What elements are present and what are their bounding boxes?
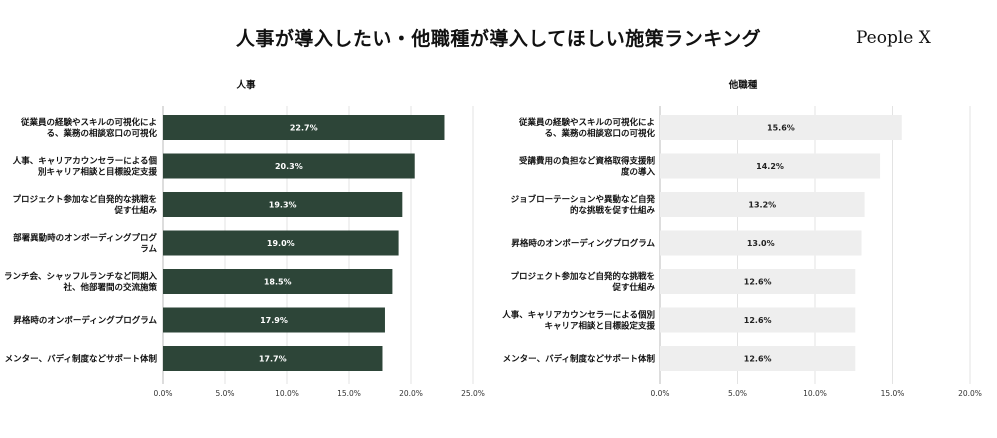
right-category-label: 従業員の経験やスキルの可視化によ xyxy=(518,117,655,128)
right-x-tick-label: 15.0% xyxy=(881,389,905,398)
left-bar xyxy=(163,230,399,256)
left-x-tick-label: 20.0% xyxy=(399,389,423,398)
right-category-label: る、業務の相談窓口の可視化 xyxy=(544,128,655,139)
left-bar xyxy=(163,115,445,140)
left-category-label: メンター、バディ制度などサポート体制 xyxy=(5,354,158,365)
right-bar-value-label: 13.2% xyxy=(748,201,776,210)
right-category-label: 促す仕組み xyxy=(611,282,655,293)
left-bar xyxy=(163,346,383,371)
left-bar xyxy=(163,269,393,294)
left-x-tick-label: 15.0% xyxy=(337,389,361,398)
right-bar xyxy=(660,153,881,179)
left-x-tick-label: 10.0% xyxy=(275,389,299,398)
right-bar-value-label: 12.6% xyxy=(744,316,772,325)
right-bar xyxy=(660,115,902,140)
left-bar-value-label: 19.0% xyxy=(267,239,295,248)
right-bar-value-label: 13.0% xyxy=(747,239,775,248)
right-bar xyxy=(660,230,862,256)
right-bar-value-label: 15.6% xyxy=(767,124,795,133)
right-category-label: プロジェクト参加など自発的な挑戦を xyxy=(510,271,655,282)
left-category-label: 人事、キャリアカウンセラーによる個 xyxy=(13,156,158,167)
left-bar-value-label: 20.3% xyxy=(275,162,303,171)
left-category-label: 促す仕組み xyxy=(113,205,157,216)
left-x-tick-label: 25.0% xyxy=(461,389,485,398)
right-x-tick-label: 5.0% xyxy=(728,389,747,398)
left-x-tick-label: 5.0% xyxy=(215,389,234,398)
right-bar-value-label: 14.2% xyxy=(756,162,784,171)
right-category-label: 人事、キャリアカウンセラーによる個別 xyxy=(502,310,655,321)
left-bar xyxy=(163,307,385,333)
left-category-label: 部署異動時のオンボーディングプログ xyxy=(13,233,157,244)
left-bar-value-label: 18.5% xyxy=(264,278,292,287)
left-category-label: 別キャリア相談と目標設定支援 xyxy=(37,167,158,178)
left-bar xyxy=(163,192,403,217)
left-category-label: ランチ会、シャッフルランチなど同期入 xyxy=(4,271,158,282)
right-chart: 他職種 0.0% 5.0% 10.0% 15.0% 20.0% 15.6% 従業員の経験やスキ… xyxy=(502,79,982,398)
right-bar-value-label: 12.6% xyxy=(744,355,772,364)
left-category-label: 昇格時のオンボーディングプログラム xyxy=(13,315,157,326)
right-bar xyxy=(660,192,865,217)
right-x-tick-label: 0.0% xyxy=(650,389,669,398)
right-category-label: 昇格時のオンボーディングプログラム xyxy=(511,238,655,249)
right-category-label: 的な挑戦を促す仕組み xyxy=(570,205,656,216)
right-x-tick-label: 10.0% xyxy=(803,389,827,398)
left-category-label: プロジェクト参加など自発的な挑戦を xyxy=(12,194,157,205)
right-category-label: メンター、バディ制度などサポート体制 xyxy=(503,354,656,365)
right-bar xyxy=(660,346,856,371)
left-chart: 人事 0.0% 5.0% 10.0% 15.0% 20.0% 25.0% 22.7% 従業員の経… xyxy=(4,79,485,398)
left-category-label: ラム xyxy=(140,245,157,255)
right-bar-value-label: 12.6% xyxy=(744,278,772,287)
right-bar xyxy=(660,269,856,294)
left-x-tick-label: 0.0% xyxy=(153,389,172,398)
right-chart-subtitle: 他職種 xyxy=(728,79,758,91)
left-bar-value-label: 17.9% xyxy=(260,316,288,325)
left-chart-subtitle: 人事 xyxy=(236,79,256,91)
left-category-label: る、業務の相談窓口の可視化 xyxy=(46,128,157,139)
left-category-label: 社、他部署間の交流施策 xyxy=(62,282,157,293)
left-bar xyxy=(163,153,415,179)
right-bar xyxy=(660,307,856,333)
right-category-label: キャリア相談と目標設定支援 xyxy=(544,321,655,332)
page-title: 人事が導入したい・他職種が導入してほしい施策ランキング xyxy=(235,28,762,50)
left-category-label: 従業員の経験やスキルの可視化によ xyxy=(20,117,157,128)
right-category-label: 受講費用の負担など資格取得支援制 xyxy=(519,156,656,167)
brand-logo: People X xyxy=(856,28,931,48)
right-category-label: 度の導入 xyxy=(621,167,656,178)
right-category-label: ジョブローテーションや異動など自発 xyxy=(511,194,656,205)
right-x-tick-label: 20.0% xyxy=(958,389,982,398)
left-bar-value-label: 19.3% xyxy=(269,201,297,210)
left-bar-value-label: 22.7% xyxy=(290,124,318,133)
left-bar-value-label: 17.7% xyxy=(259,355,287,364)
